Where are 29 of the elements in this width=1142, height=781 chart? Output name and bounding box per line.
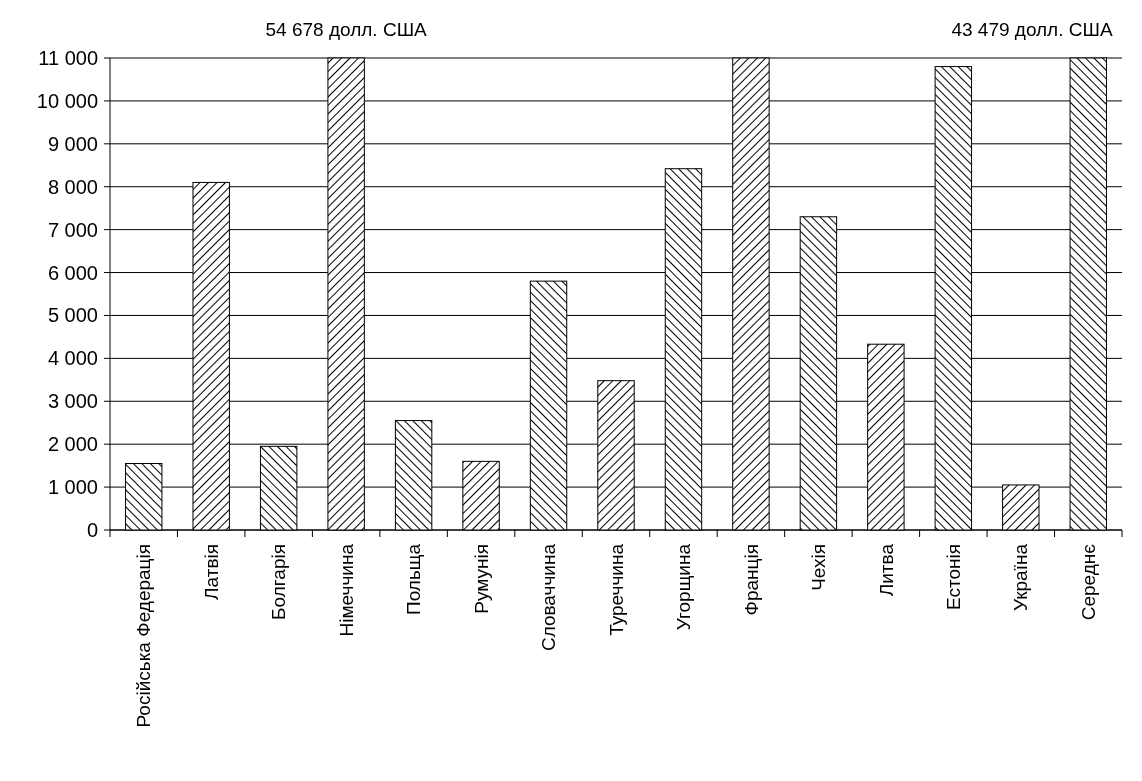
y-tick-label: 11 000 — [38, 47, 98, 69]
y-tick-label: 9 000 — [47, 132, 98, 155]
x-tick-label: Франція — [740, 544, 762, 616]
x-tick-label: Туреччина — [605, 543, 627, 636]
y-tick-label: 10 000 — [36, 89, 98, 112]
y-tick-label: 0 — [86, 519, 98, 541]
x-tick-label: Литва — [875, 543, 897, 597]
annotation: 43 479 долл. США — [951, 19, 1113, 40]
y-tick-label: 3 000 — [47, 390, 98, 413]
x-tick-label: Російська Федерація — [133, 544, 155, 728]
y-tick-label: 2 000 — [47, 433, 98, 456]
x-tick-label: Естонія — [942, 544, 964, 611]
y-tick-label: 6 000 — [47, 261, 98, 284]
x-tick-label: Україна — [1010, 543, 1032, 612]
y-tick-label: 8 000 — [47, 175, 98, 198]
y-tick-label: 7 000 — [47, 218, 98, 241]
x-tick-label: Болгарія — [268, 544, 290, 620]
annotation: 54 678 долл. США — [265, 19, 428, 40]
x-tick-label: Румунія — [470, 544, 492, 614]
x-tick-label: Латвія — [200, 544, 222, 600]
x-tick-label: Словаччина — [538, 543, 560, 652]
x-tick-label: Угорщина — [673, 543, 695, 631]
y-tick-label: 5 000 — [47, 304, 98, 327]
y-tick-label: 4 000 — [47, 347, 98, 370]
x-tick-label: Чехія — [808, 544, 830, 591]
x-tick-label: Німеччина — [335, 543, 357, 637]
y-tick-label: 1 000 — [47, 476, 98, 499]
x-tick-label: Польща — [403, 543, 425, 615]
x-tick-label: Середнє — [1077, 543, 1099, 621]
